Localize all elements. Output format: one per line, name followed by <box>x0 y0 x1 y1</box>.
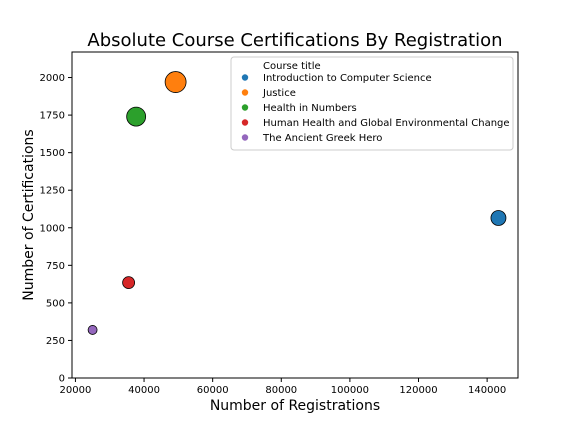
y-tick-label: 0 <box>59 374 65 385</box>
y-tick-label: 2000 <box>40 73 65 84</box>
y-axis-label: Number of Certifications <box>21 129 37 300</box>
x-tick-label: 140000 <box>468 385 506 396</box>
y-tick-label: 1500 <box>40 148 65 159</box>
x-tick-label: 60000 <box>197 385 229 396</box>
legend-entry: Health in Numbers <box>263 103 357 114</box>
x-axis-label: Number of Registrations <box>210 398 380 414</box>
legend-title: Course title <box>263 61 321 72</box>
legend-marker <box>241 89 249 96</box>
legend-box <box>230 56 514 151</box>
data-point <box>164 71 187 93</box>
plot-area <box>71 51 519 379</box>
x-tick-label: 100000 <box>331 385 369 396</box>
x-tick-label: 120000 <box>399 385 437 396</box>
x-axis: 20000 40000 60000 80000 100000 120000 140000 <box>60 378 506 396</box>
chart-title: Absolute Course Certifications By Regist… <box>87 30 502 51</box>
x-tick-label: 20000 <box>60 385 92 396</box>
data-point <box>122 276 136 290</box>
legend-marker <box>241 119 249 126</box>
legend-entry: Human Health and Global Environmental Ch… <box>263 118 510 129</box>
y-tick-label: 1750 <box>40 111 65 122</box>
legend-entry: Introduction to Computer Science <box>263 73 432 84</box>
legend-marker <box>241 74 249 81</box>
legend-marker <box>241 104 249 111</box>
data-point <box>126 106 147 127</box>
y-tick-label: 1250 <box>40 186 65 197</box>
legend-entry: The Ancient Greek Hero <box>262 133 382 144</box>
y-axis: 0 250 500 750 1000 1250 1500 1750 2000 <box>40 73 72 385</box>
legend-entry: Justice <box>262 88 296 99</box>
x-tick-label: 40000 <box>128 385 160 396</box>
x-tick-label: 80000 <box>265 385 297 396</box>
y-tick-label: 250 <box>46 336 65 347</box>
data-point <box>490 210 507 226</box>
y-tick-label: 500 <box>46 298 65 309</box>
legend-marker <box>241 134 249 141</box>
y-tick-label: 1000 <box>40 223 65 234</box>
legend: Course title Introduction to Computer Sc… <box>230 56 514 151</box>
data-point <box>87 325 98 335</box>
y-tick-label: 750 <box>46 261 65 272</box>
data-points <box>87 71 507 335</box>
